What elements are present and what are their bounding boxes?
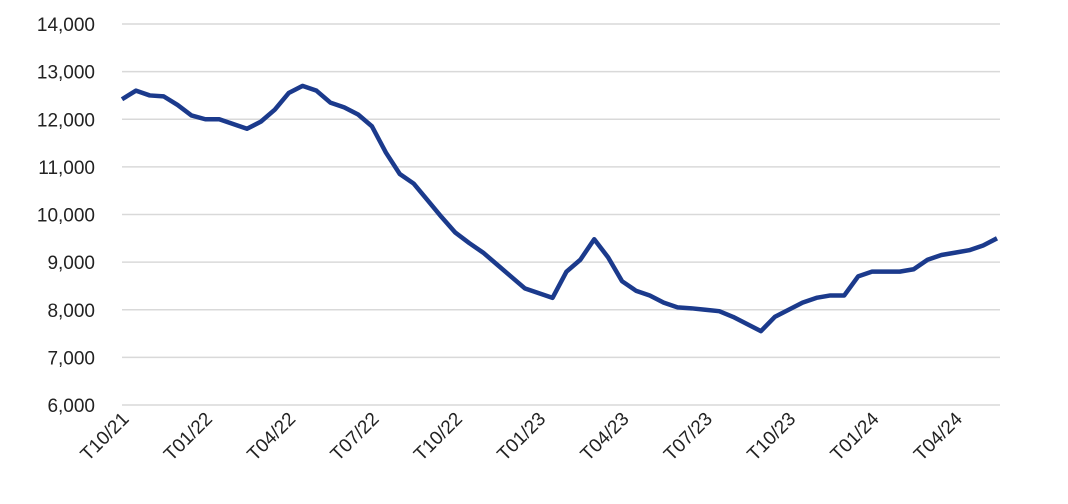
y-tick-label: 12,000: [37, 110, 95, 131]
y-tick-label: 8,000: [47, 301, 95, 322]
x-tick-label: T04/24: [910, 408, 967, 465]
y-tick-label: 9,000: [47, 253, 95, 274]
y-tick-label: 14,000: [37, 15, 95, 36]
x-tick-label: T01/24: [827, 408, 884, 465]
y-tick-label: 7,000: [47, 348, 95, 369]
x-tick-label: T01/23: [494, 409, 551, 466]
x-tick-label: T01/22: [160, 409, 217, 466]
y-tick-label: 13,000: [37, 63, 95, 84]
x-tick-label: T04/22: [244, 409, 301, 466]
x-tick-label: T10/22: [410, 409, 467, 466]
x-tick-label: T07/23: [660, 409, 717, 466]
x-tick-label: T04/23: [577, 409, 634, 466]
x-tick-label: T10/23: [744, 409, 801, 466]
x-tick-label: T07/22: [327, 409, 384, 466]
y-tick-label: 6,000: [47, 396, 95, 417]
x-tick-label: T10/21: [77, 409, 134, 466]
y-tick-label: 11,000: [38, 158, 95, 179]
y-tick-label: 10,000: [37, 206, 95, 227]
data-line: [120, 83, 999, 334]
